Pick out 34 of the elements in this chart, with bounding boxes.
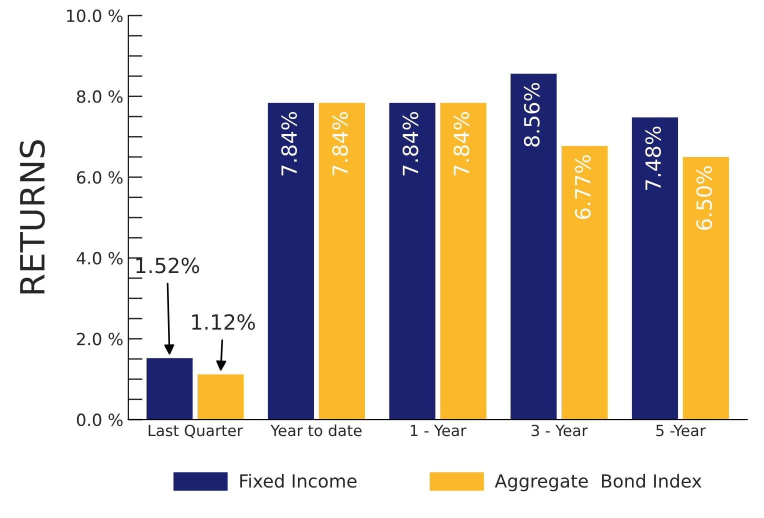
bar	[318, 102, 365, 420]
data-label: 7.84%	[332, 112, 348, 176]
legend-label: Aggregate Bond Index	[494, 474, 702, 492]
y-tick-label: 6.0 %	[77, 171, 123, 184]
bar	[389, 102, 436, 420]
bar	[562, 146, 608, 420]
x-tick-label: 1 - Year	[410, 424, 466, 436]
legend-label: Fixed Income	[240, 474, 356, 488]
bar	[198, 374, 244, 420]
bar	[510, 74, 557, 420]
bar	[440, 102, 486, 420]
data-label: 6.77%	[574, 155, 591, 219]
x-tick-label: Year to date	[270, 424, 362, 436]
bar	[268, 102, 314, 420]
x-tick-label: Last Quarter	[148, 424, 243, 438]
y-tick-label: 4.0 %	[76, 252, 123, 265]
x-tick-label: 3 - Year	[532, 424, 588, 436]
data-label: 8.56%	[524, 82, 540, 147]
y-tick-label: 8.0 %	[76, 90, 123, 103]
x-tick-label: 5 -Year	[656, 424, 706, 436]
data-label: 7.84%	[281, 112, 297, 176]
data-label: 7.48%	[645, 126, 662, 190]
y-tick-label: 2.0 %	[77, 332, 123, 346]
data-label: 1.12%	[192, 314, 255, 330]
y-tick-label: 0.0 %	[76, 414, 123, 426]
data-label: 1.52%	[136, 258, 200, 274]
y-axis-title: RETURNS	[20, 140, 45, 294]
bar	[632, 117, 678, 420]
y-tick-label: 10.0 %	[67, 10, 123, 22]
data-label: 7.84%	[402, 112, 418, 176]
data-label: 7.84%	[454, 112, 470, 176]
bar	[146, 358, 193, 420]
bar	[682, 156, 729, 420]
data-label: 6.50%	[696, 166, 712, 230]
